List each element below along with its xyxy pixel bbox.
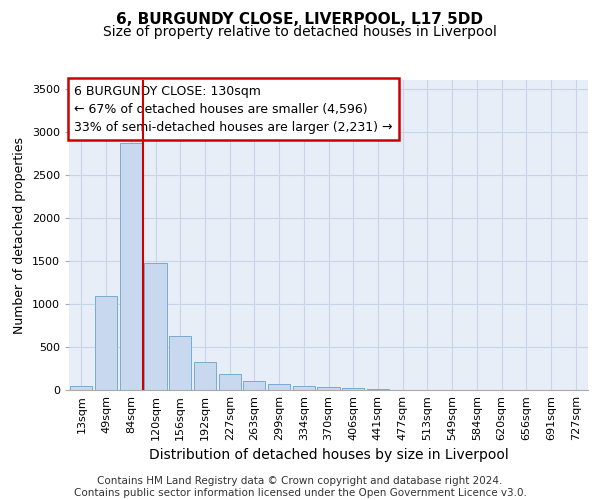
Text: 6 BURGUNDY CLOSE: 130sqm
← 67% of detached houses are smaller (4,596)
33% of sem: 6 BURGUNDY CLOSE: 130sqm ← 67% of detach… xyxy=(74,84,392,134)
Text: Size of property relative to detached houses in Liverpool: Size of property relative to detached ho… xyxy=(103,25,497,39)
Bar xyxy=(293,386,315,390)
Y-axis label: Number of detached properties: Number of detached properties xyxy=(13,136,26,334)
Text: Contains HM Land Registry data © Crown copyright and database right 2024.
Contai: Contains HM Land Registry data © Crown c… xyxy=(74,476,526,498)
Bar xyxy=(169,336,191,390)
Text: 6, BURGUNDY CLOSE, LIVERPOOL, L17 5DD: 6, BURGUNDY CLOSE, LIVERPOOL, L17 5DD xyxy=(116,12,484,28)
Bar xyxy=(218,374,241,390)
Bar xyxy=(119,143,142,390)
Bar xyxy=(342,388,364,390)
Bar xyxy=(367,389,389,390)
Bar xyxy=(95,296,117,390)
X-axis label: Distribution of detached houses by size in Liverpool: Distribution of detached houses by size … xyxy=(149,448,508,462)
Bar xyxy=(243,382,265,390)
Bar xyxy=(268,384,290,390)
Bar xyxy=(70,386,92,390)
Bar xyxy=(145,262,167,390)
Bar xyxy=(194,362,216,390)
Bar xyxy=(317,387,340,390)
